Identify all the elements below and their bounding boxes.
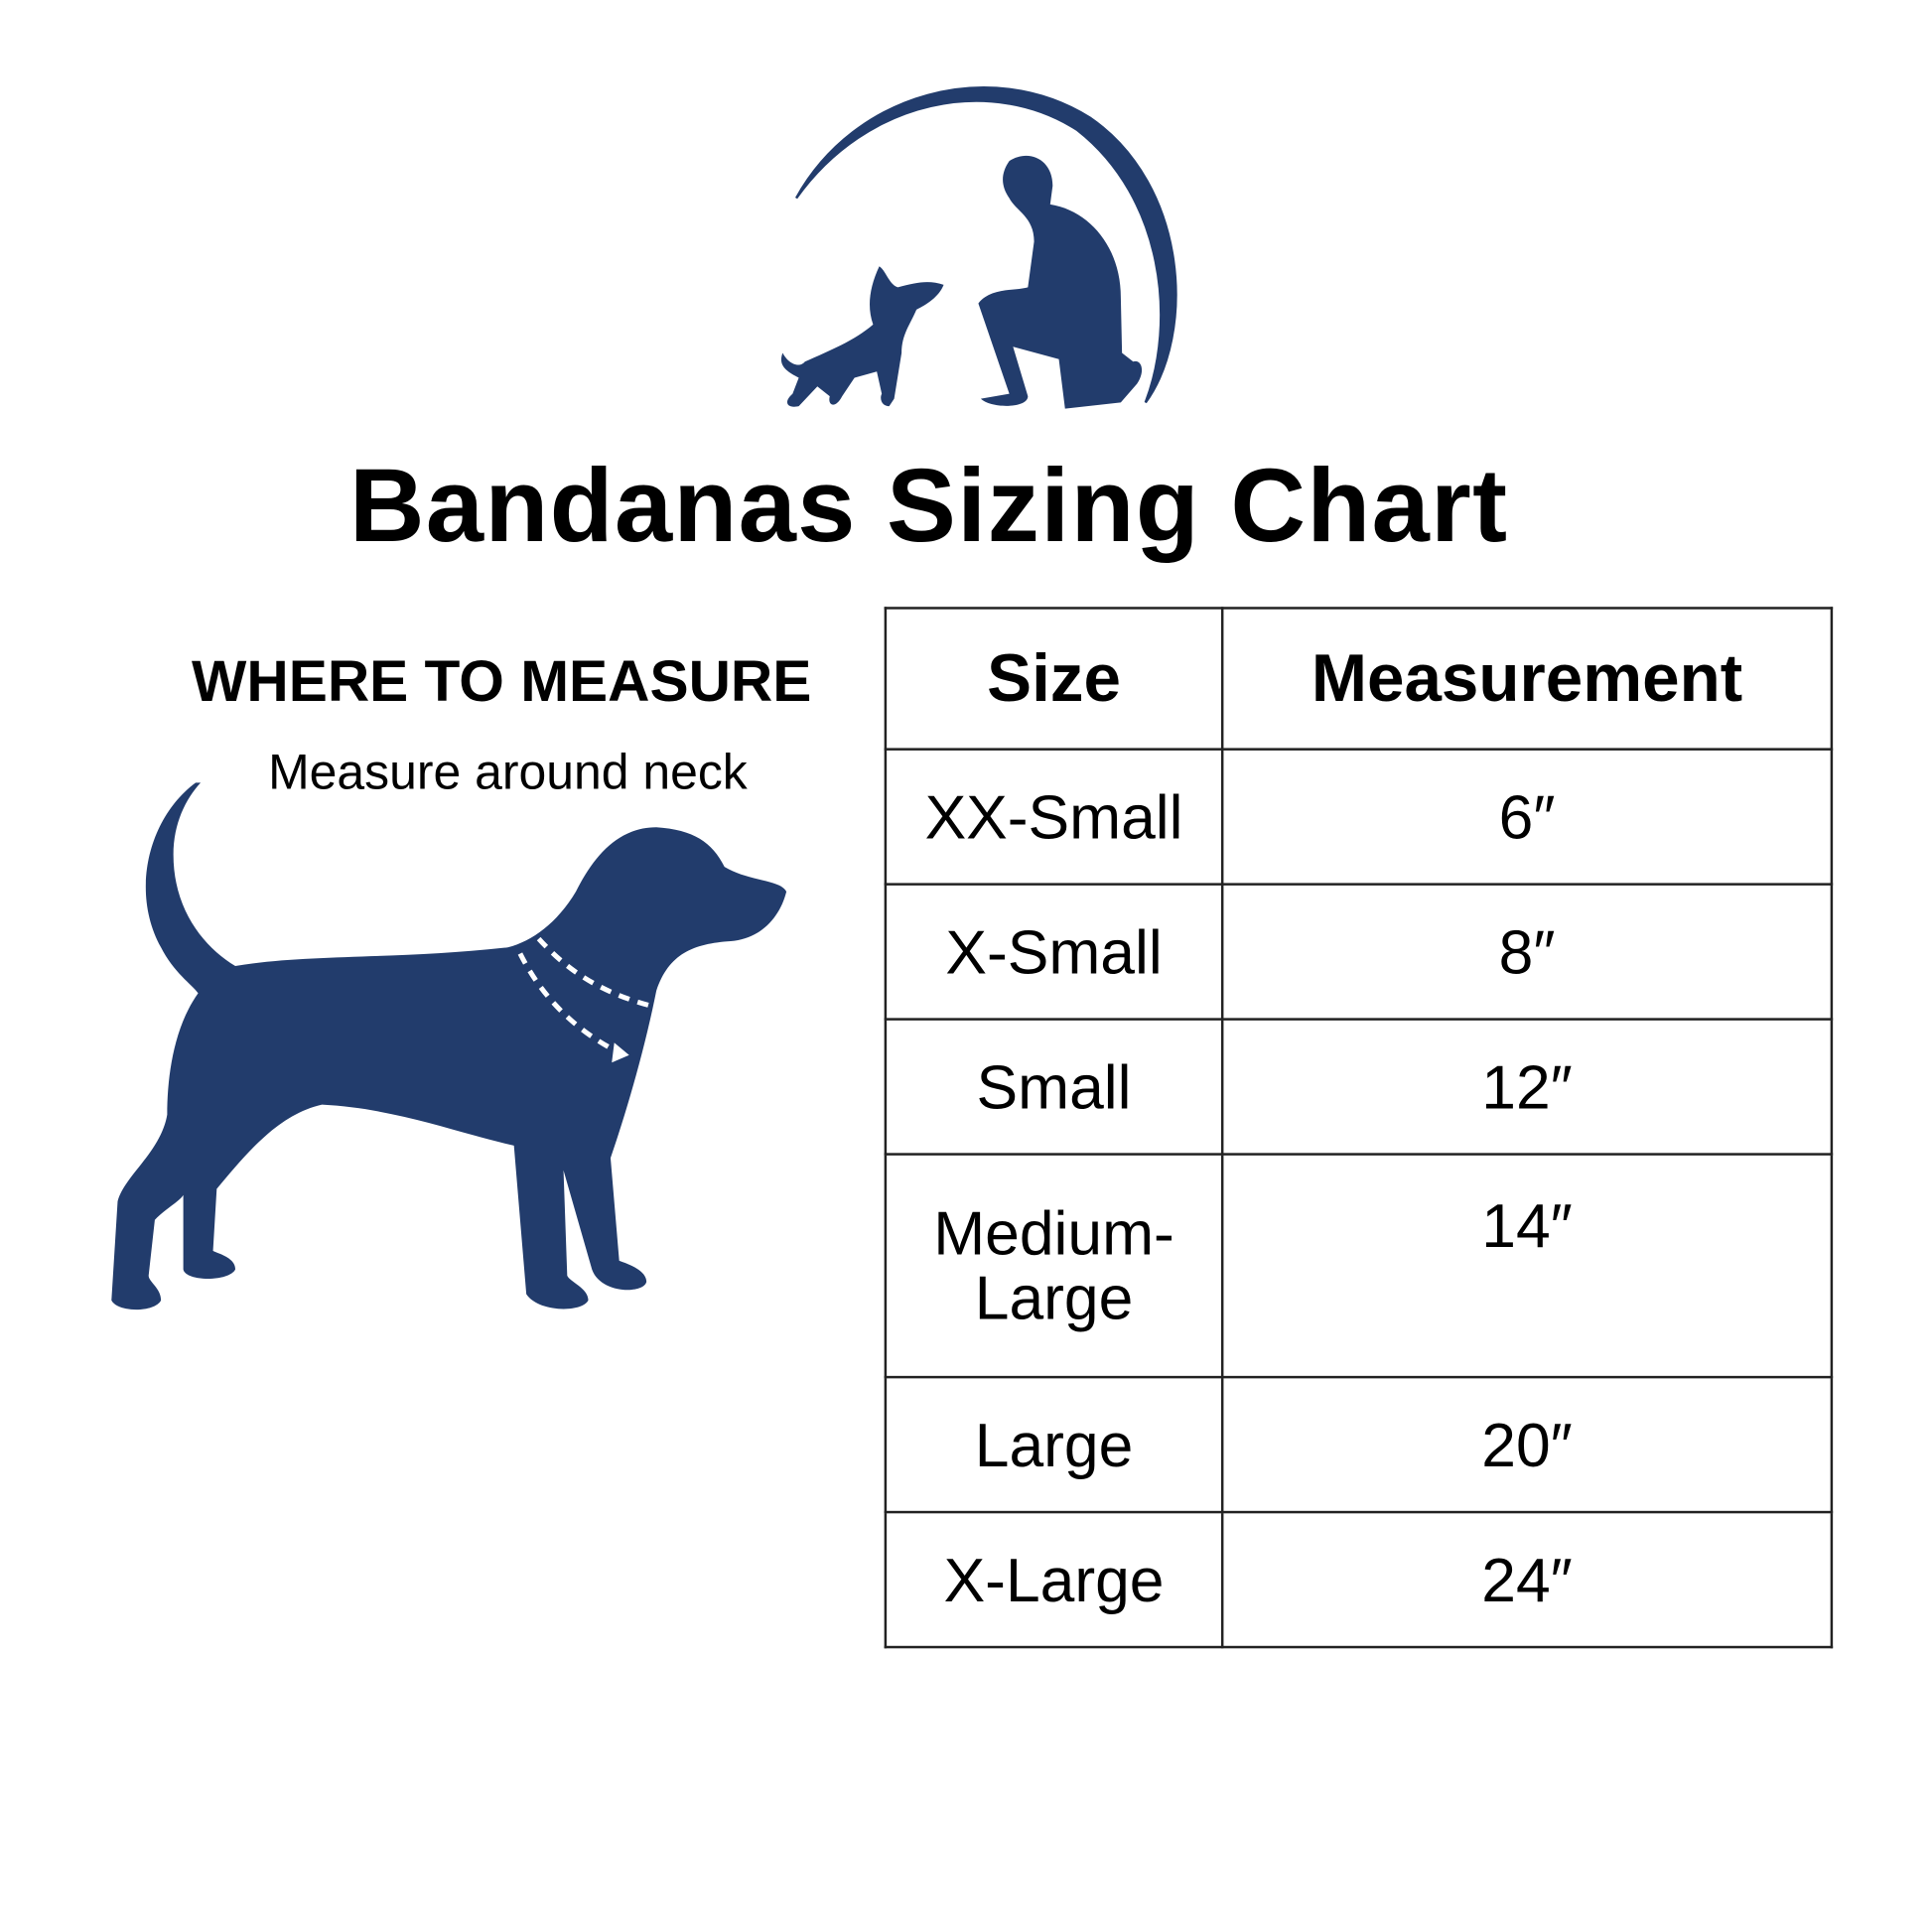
measurement-cell: 12″ — [1220, 1018, 1834, 1156]
size-cell: X-Large — [884, 1510, 1224, 1649]
measure-instruction: Measure around neck — [268, 745, 748, 800]
measurement-cell: 20″ — [1220, 1375, 1834, 1514]
table-row: Large 20″ — [884, 1375, 1834, 1514]
table-row: Medium- Large 14″ — [884, 1153, 1834, 1379]
page-title: Bandanas Sizing Chart — [348, 447, 1509, 564]
arrow-head-icon — [612, 1042, 629, 1063]
size-cell: Large — [884, 1375, 1224, 1514]
size-cell: Small — [884, 1018, 1224, 1156]
table-row: X-Small 8″ — [884, 883, 1834, 1021]
table-header-row: Size Measurement — [884, 607, 1834, 751]
size-cell: X-Small — [884, 883, 1224, 1021]
logo-arc — [794, 86, 1177, 404]
neck-measure-arrow — [517, 952, 621, 1055]
measurement-cell: 14″ — [1220, 1153, 1834, 1379]
table-row: Small 12″ — [884, 1018, 1834, 1156]
where-to-measure-heading: WHERE TO MEASURE — [192, 647, 812, 714]
size-table: Size Measurement XX-Small 6″ X-Small 8″ Sm… — [884, 607, 1834, 1649]
measurement-cell: 8″ — [1220, 883, 1834, 1021]
small-dog-icon — [780, 266, 944, 407]
kneeling-person-icon — [978, 155, 1143, 409]
measurement-cell: 6″ — [1220, 748, 1834, 886]
header-size: Size — [884, 607, 1224, 751]
header-measurement: Measurement — [1220, 607, 1834, 751]
dog-silhouette-icon — [111, 782, 787, 1311]
size-cell: Medium- Large — [884, 1153, 1224, 1379]
size-cell: XX-Small — [884, 748, 1224, 886]
logo-icon — [780, 86, 1177, 409]
table-row: X-Large 24″ — [884, 1510, 1834, 1649]
table-row: XX-Small 6″ — [884, 748, 1834, 886]
measurement-cell: 24″ — [1220, 1510, 1834, 1649]
